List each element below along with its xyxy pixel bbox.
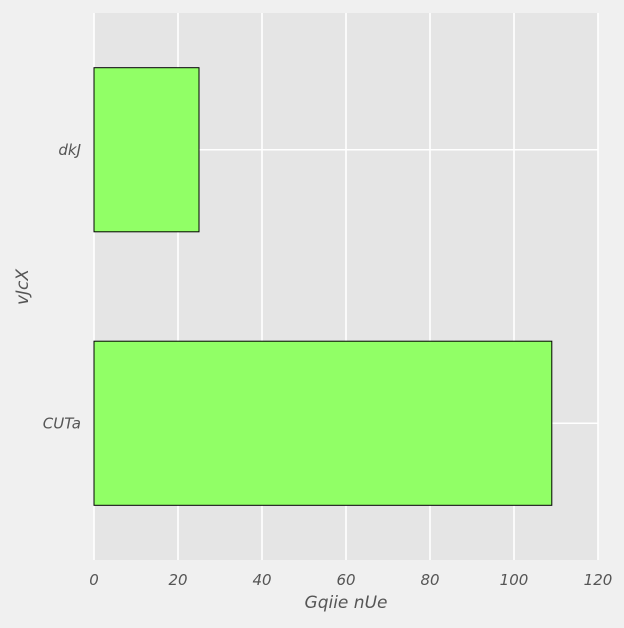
- bar-CUTa: [93, 340, 553, 506]
- x-tick-label: 40: [252, 571, 271, 589]
- x-tick-labels: 0 20 40 60 80 100 120: [89, 571, 612, 589]
- x-tick-label: 120: [584, 571, 613, 589]
- x-tick-label: 20: [168, 571, 187, 589]
- x-tick-label: 60: [336, 571, 355, 589]
- x-axis-title: Gqiie nUe: [305, 593, 388, 613]
- y-tick-label: CUTa: [43, 414, 81, 432]
- x-tick-label: 100: [500, 571, 529, 589]
- bar-dkJ: [93, 67, 200, 233]
- y-tick-labels: CUTa dkJ: [43, 141, 81, 433]
- bars: [93, 67, 553, 506]
- y-axis-title: vJcX: [13, 269, 33, 305]
- x-tick-label: 80: [420, 571, 439, 589]
- x-tick-label: 0: [89, 571, 99, 589]
- y-tick-label: dkJ: [58, 141, 81, 159]
